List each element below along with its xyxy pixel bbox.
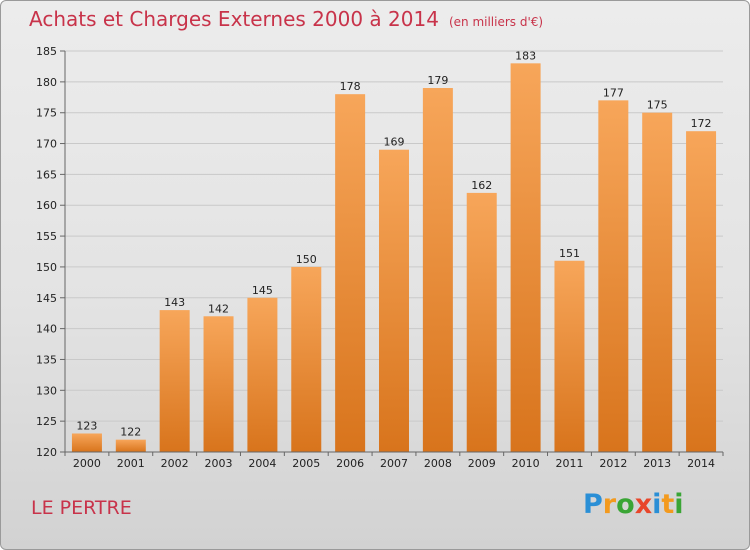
bar-2007	[379, 149, 409, 452]
bar-2005	[291, 266, 322, 452]
proxiti-logo: Proxiti	[583, 489, 684, 520]
data-labels: 123 122 143 142 145 150 178 169 179 162 183 151 177 1…	[76, 49, 711, 438]
data-label-2004: 145	[252, 284, 273, 297]
bar-2010	[510, 63, 541, 452]
y-tick-label: 130	[36, 384, 57, 397]
x-tick-label: 2006	[336, 457, 364, 470]
x-tick-label: 2005	[292, 457, 320, 470]
logo-letter: i	[674, 489, 684, 520]
x-tick-label: 2002	[161, 457, 189, 470]
data-label-2008: 179	[427, 74, 448, 87]
title-block: Achats et Charges Externes 2000 à 2014 (e…	[29, 7, 543, 31]
y-tick-label: 155	[36, 230, 57, 243]
data-label-2003: 142	[208, 302, 229, 315]
bar-2008	[422, 88, 453, 452]
logo-letter: i	[652, 489, 662, 520]
logo-letter: x	[634, 489, 653, 520]
y-tick-label: 120	[36, 446, 57, 459]
y-tick-label: 175	[36, 107, 57, 120]
y-axis: 120 125 130 135 140 145 150 155 160 165 170 175 180 1…	[36, 45, 66, 459]
x-tick-label: 2009	[468, 457, 496, 470]
x-tick-label: 2012	[599, 457, 627, 470]
data-label-2010: 183	[515, 49, 536, 62]
logo-letter: P	[583, 489, 603, 520]
y-tick-label: 150	[36, 261, 57, 274]
data-label-2012: 177	[603, 86, 624, 99]
chart-subtitle: (en milliers d'€)	[448, 15, 544, 29]
bar-2009	[466, 192, 497, 452]
x-tick-label: 2004	[248, 457, 276, 470]
bars	[71, 63, 717, 452]
y-tick-label: 140	[36, 323, 57, 336]
logo-letter: r	[602, 489, 617, 520]
bar-2012	[598, 100, 629, 452]
x-tick-label: 2010	[512, 457, 540, 470]
y-tick-label: 135	[36, 353, 57, 366]
bar-2000	[71, 433, 102, 452]
y-tick-label: 160	[36, 199, 57, 212]
bar-2001	[115, 439, 146, 452]
bar-2003	[203, 316, 234, 452]
y-tick-label: 180	[36, 76, 57, 89]
bar-2002	[159, 310, 190, 452]
x-tick-label: 2014	[687, 457, 715, 470]
x-axis: 2000 2001 2002 2003 2004 2005 2006 2007 2008 2009…	[64, 451, 724, 470]
x-tick-label: 2000	[73, 457, 101, 470]
data-label-2013: 175	[647, 99, 668, 112]
x-tick-label: 2001	[117, 457, 145, 470]
data-label-2002: 143	[164, 296, 185, 309]
data-label-2014: 172	[691, 117, 712, 130]
y-tick-label: 185	[36, 45, 57, 58]
bar-2006	[335, 94, 366, 452]
logo-letter: o	[616, 489, 635, 520]
x-tick-label: 2007	[380, 457, 408, 470]
x-tick-label: 2011	[555, 457, 583, 470]
data-label-2011: 151	[559, 247, 580, 260]
x-tick-label: 2013	[643, 457, 671, 470]
bar-2013	[642, 112, 673, 452]
bar-2004	[247, 297, 278, 452]
chart-title: Achats et Charges Externes 2000 à 2014	[29, 7, 439, 31]
bar-2014	[686, 131, 717, 452]
x-tick-label: 2008	[424, 457, 452, 470]
data-label-2000: 123	[76, 419, 97, 432]
location-label: LE PERTRE	[31, 497, 132, 519]
y-tick-label: 165	[36, 168, 57, 181]
y-tick-label: 170	[36, 138, 57, 151]
bar-2011	[554, 260, 585, 452]
x-tick-label: 2003	[205, 457, 233, 470]
logo-letter: t	[661, 489, 675, 520]
data-label-2006: 178	[340, 80, 361, 93]
y-tick-label: 125	[36, 415, 57, 428]
data-label-2005: 150	[296, 253, 317, 266]
y-tick-label: 145	[36, 292, 57, 305]
data-label-2001: 122	[120, 426, 141, 439]
data-label-2007: 169	[384, 136, 405, 149]
data-label-2009: 162	[471, 179, 492, 192]
